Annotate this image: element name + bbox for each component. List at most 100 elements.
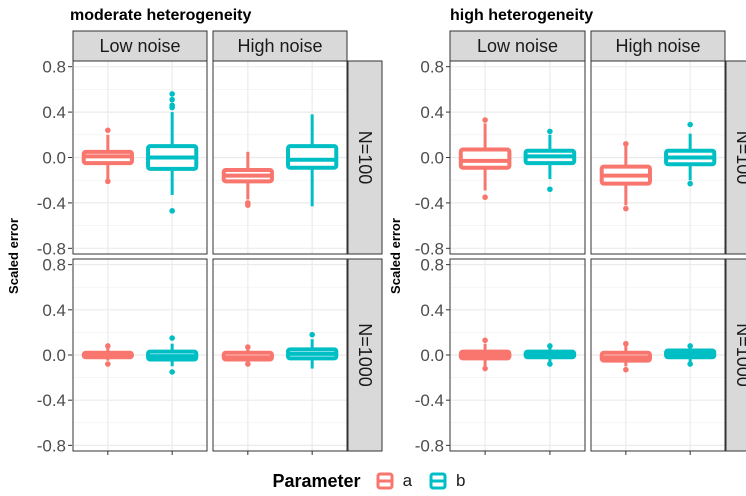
box-b — [523, 343, 577, 367]
y-tick-label: -0.4 — [415, 194, 444, 213]
box-outlier — [105, 178, 111, 185]
box-a — [221, 151, 274, 208]
y-tick-label: -0.8 — [415, 239, 444, 258]
y-tick-label: 0.0 — [420, 346, 444, 365]
box-body — [458, 147, 512, 170]
strip-row-label: N=1000 — [355, 323, 375, 387]
panel-border — [72, 258, 208, 452]
chart-0: moderate heterogeneity Scaled error Low no… — [6, 7, 383, 455]
strip-row — [347, 60, 383, 255]
panel — [72, 258, 208, 455]
y-tick-label: 0.0 — [42, 346, 66, 365]
strip-row-label: N=100 — [733, 131, 746, 185]
y-tick-label: -0.4 — [415, 391, 444, 410]
y-tick-label: 0.4 — [42, 103, 66, 122]
panel — [449, 258, 586, 455]
y-tick-label: 0.0 — [42, 149, 66, 168]
y-tick-label: 0.8 — [420, 256, 444, 275]
box-outlier — [687, 361, 693, 367]
box-outlier — [623, 141, 629, 147]
box-a — [221, 344, 274, 367]
y-tick-label: 0.8 — [42, 58, 66, 77]
panel-border — [449, 258, 586, 452]
strip-column — [212, 30, 348, 62]
strip-row-label: N=1000 — [733, 323, 746, 387]
box-outlier — [169, 369, 175, 375]
y-tick-label: 0.4 — [42, 301, 66, 320]
y-tick-label: -0.8 — [37, 436, 66, 455]
y-tick-label: -0.8 — [37, 239, 66, 258]
y-axis-label: Scaled error — [6, 218, 21, 294]
legend-key-a — [375, 471, 395, 491]
box-outlier — [623, 366, 629, 373]
box-outlier — [105, 361, 111, 367]
panel-border — [590, 60, 726, 255]
panel — [590, 258, 726, 455]
panel-border — [590, 258, 726, 452]
box-outlier — [547, 186, 553, 193]
panel — [212, 60, 348, 255]
box-outlier — [105, 127, 111, 134]
box-outlier — [482, 365, 488, 372]
box-outlier — [623, 340, 629, 347]
box-a — [599, 340, 652, 373]
legend-label-a: a — [402, 471, 413, 490]
box-a — [458, 117, 512, 201]
y-tick-label: 0.4 — [420, 103, 444, 122]
strip-column-label: Low noise — [477, 36, 558, 56]
box-outlier — [547, 361, 553, 367]
box-outlier — [482, 337, 488, 344]
box-outlier — [482, 117, 488, 123]
box-outlier — [547, 128, 553, 135]
box-body — [286, 144, 339, 170]
strip-row — [347, 258, 383, 452]
strip-row — [725, 258, 746, 452]
box-a — [458, 337, 512, 372]
y-tick-label: 0.8 — [42, 256, 66, 275]
box-b — [146, 91, 199, 214]
box-outlier — [482, 194, 488, 201]
panel-border — [212, 258, 348, 452]
box-outlier — [169, 91, 175, 97]
box-outlier — [245, 361, 251, 367]
box-b — [146, 335, 199, 375]
box-outlier — [169, 335, 175, 341]
box-outlier — [245, 202, 251, 208]
y-tick-label: -0.4 — [37, 194, 66, 213]
box-b — [664, 343, 717, 367]
y-tick-label: 0.0 — [420, 149, 444, 168]
y-tick-label: -0.4 — [37, 391, 66, 410]
box-a — [81, 127, 134, 185]
faceted-boxplot-figure: moderate heterogeneity Scaled error Low no… — [6, 7, 746, 455]
box-outlier — [169, 104, 175, 111]
box-outlier — [687, 180, 693, 187]
strip-column-label: High noise — [237, 36, 322, 56]
panel — [449, 60, 586, 255]
panel — [590, 60, 726, 255]
strip-row — [725, 60, 746, 255]
box-outlier — [169, 96, 175, 103]
box-b — [286, 114, 339, 207]
strip-column-label: Low noise — [99, 36, 180, 56]
y-axis-label: Scaled error — [388, 218, 403, 294]
box-b — [664, 121, 717, 187]
y-tick-label: 0.8 — [420, 58, 444, 77]
panel-border — [72, 60, 208, 255]
box-outlier — [623, 205, 629, 212]
strip-row-label: N=100 — [355, 131, 375, 185]
box-outlier — [547, 343, 553, 349]
y-tick-label: 0.4 — [420, 301, 444, 320]
box-outlier — [687, 343, 693, 349]
box-outlier — [245, 344, 251, 350]
panel-border — [449, 60, 586, 255]
box-outlier — [687, 121, 693, 128]
box-outlier — [105, 343, 111, 349]
legend-label-b: b — [456, 471, 466, 490]
chart-title: moderate heterogeneity — [70, 7, 251, 24]
panel — [72, 60, 208, 255]
chart-1: high heterogeneity Scaled error Low noise H… — [388, 7, 746, 455]
panel-border — [212, 60, 348, 255]
chart-title: high heterogeneity — [450, 7, 593, 24]
box-b — [286, 331, 339, 369]
box-outlier — [169, 208, 175, 214]
